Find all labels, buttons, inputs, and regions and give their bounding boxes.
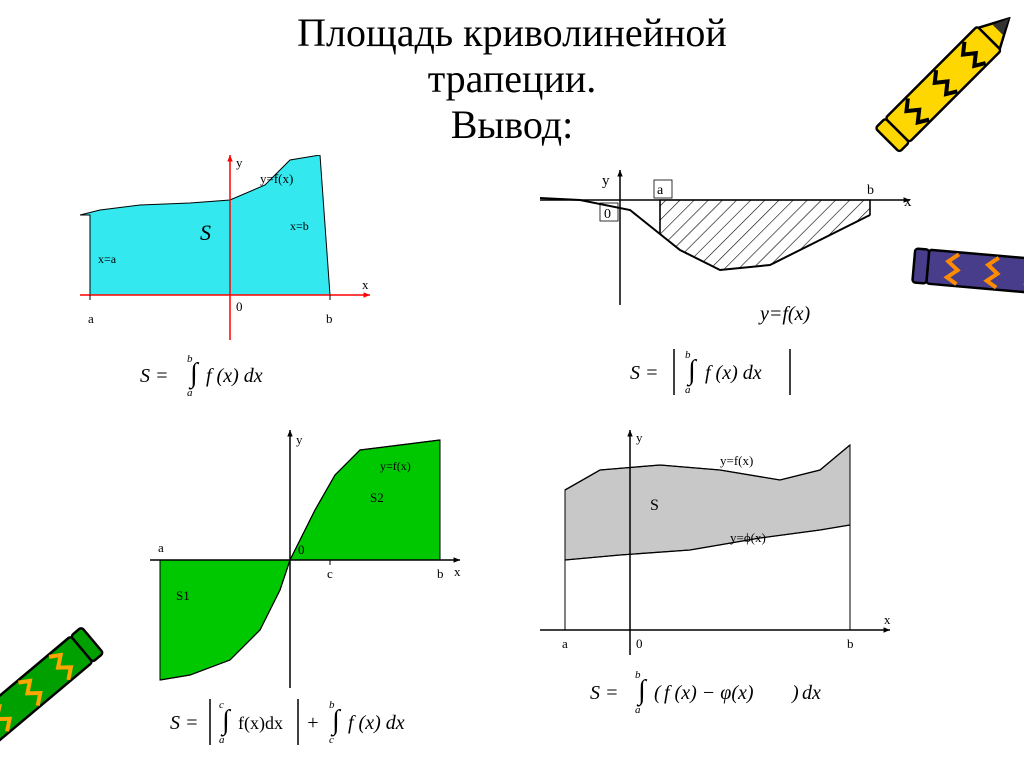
svg-text:a: a: [562, 636, 568, 651]
svg-text:b: b: [187, 353, 193, 365]
svg-text:0: 0: [636, 636, 643, 651]
svg-text:x: x: [454, 564, 461, 579]
svg-text:S: S: [650, 497, 659, 514]
formula-3: S = ∫ c a f(x)dx + ∫ b c f (x) dx: [150, 695, 470, 755]
chart-4-svg: y y=f(x) y=ϕ(x) Sx 0 a b: [540, 430, 900, 660]
svg-text:): ): [791, 682, 799, 704]
svg-text:y=f(x): y=f(x): [380, 459, 411, 473]
svg-text:x=a: x=a: [98, 252, 117, 266]
svg-text:b: b: [847, 636, 854, 651]
svg-text:f (x) − φ(x): f (x) − φ(x): [664, 682, 754, 704]
svg-text:0: 0: [604, 207, 611, 222]
svg-text:c: c: [329, 734, 334, 746]
svg-text:c: c: [327, 566, 333, 581]
svg-text:y: y: [602, 173, 610, 189]
svg-text:S =: S =: [170, 712, 199, 734]
chart-3-svg: y y=f(x) S2 S1 x 0 a c b: [150, 430, 470, 690]
svg-text:x: x: [904, 194, 912, 210]
svg-text:b: b: [685, 349, 691, 361]
svg-text:f (x) dx: f (x) dx: [206, 365, 263, 387]
chart-panel-4: y y=f(x) y=ϕ(x) Sx 0 a b S = ∫ b a ( f (x) − φ…: [540, 430, 900, 725]
svg-text:c: c: [219, 699, 224, 711]
svg-text:S: S: [200, 220, 211, 245]
svg-text:S =: S =: [630, 362, 659, 384]
svg-text:y=f(x): y=f(x): [720, 453, 753, 468]
svg-text:a: a: [187, 387, 193, 399]
svg-text:y=f(x): y=f(x): [758, 303, 810, 325]
svg-text:b: b: [635, 669, 641, 681]
formula-2: S = ∫ b a f (x) dx: [540, 345, 920, 405]
chart-1-svg: y y=f(x) Sx=a x=b x 0 a b: [80, 155, 380, 345]
svg-text:x: x: [362, 277, 369, 292]
svg-text:f (x) dx: f (x) dx: [705, 362, 762, 384]
svg-text:y=ϕ(x): y=ϕ(x): [730, 530, 766, 545]
svg-text:a: a: [88, 311, 94, 326]
svg-text:f(x)dx: f(x)dx: [238, 713, 283, 734]
svg-text:S1: S1: [176, 588, 190, 603]
title-line-1: Площадь криволинейной: [297, 10, 727, 55]
svg-text:f (x) dx: f (x) dx: [348, 712, 405, 734]
svg-text:x: x: [884, 612, 891, 627]
svg-text:a: a: [219, 734, 225, 746]
svg-text:b: b: [326, 311, 333, 326]
chart-panel-2: y x 0 a b y=f(x) S = ∫ b a f (x) dx: [540, 170, 920, 405]
svg-text:a: a: [685, 384, 691, 396]
chart-panel-3: y y=f(x) S2 S1 x 0 a c b S = ∫ c a f(x)dx + ∫ b …: [150, 430, 470, 755]
svg-text:0: 0: [236, 299, 243, 314]
chart-panel-1: y y=f(x) Sx=a x=b x 0 a b S = ∫ b a f (x) dx: [80, 155, 380, 406]
svg-text:a: a: [657, 183, 664, 198]
svg-text:a: a: [158, 540, 164, 555]
svg-text:a: a: [635, 704, 641, 716]
svg-text:S =: S =: [590, 682, 619, 704]
svg-text:S2: S2: [370, 490, 384, 505]
formula-4: S = ∫ b a ( f (x) − φ(x) ) dx: [540, 665, 900, 725]
chart-2-svg: y x 0 a b y=f(x): [540, 170, 920, 340]
title-line-3: Вывод:: [451, 102, 573, 147]
panels-container: y y=f(x) Sx=a x=b x 0 a b S = ∫ b a f (x) dx y x…: [0, 150, 1024, 760]
svg-text:y=f(x): y=f(x): [260, 171, 293, 186]
svg-text:+: +: [306, 712, 320, 734]
svg-text:y: y: [236, 155, 243, 170]
svg-text:y: y: [296, 432, 303, 447]
formula-1: S = ∫ b a f (x) dx: [80, 350, 380, 406]
svg-text:b: b: [437, 566, 444, 581]
svg-text:0: 0: [298, 542, 305, 557]
svg-text:b: b: [329, 699, 335, 711]
title-line-2: трапеции.: [428, 56, 597, 101]
svg-text:dx: dx: [802, 682, 821, 704]
svg-text:b: b: [867, 183, 874, 198]
svg-text:x=b: x=b: [290, 219, 309, 233]
svg-text:(: (: [654, 682, 662, 704]
svg-text:y: y: [636, 430, 643, 445]
svg-text:S =: S =: [140, 365, 169, 387]
